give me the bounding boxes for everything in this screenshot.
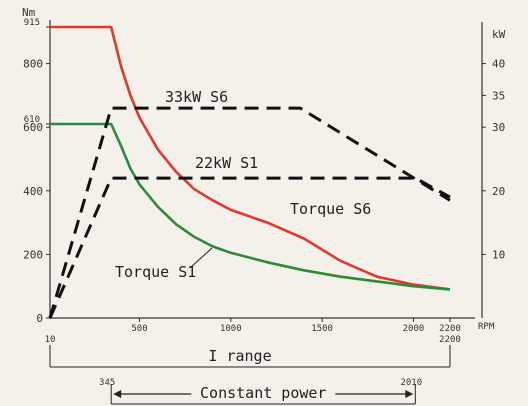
right-tick-label: 20 bbox=[492, 185, 505, 198]
x-tick-label: 2000 bbox=[403, 324, 425, 334]
series-label-22kw-s1: 22kW S1 bbox=[195, 154, 258, 172]
x-tick-label: 1500 bbox=[311, 324, 333, 334]
constant-power-start-label: 345 bbox=[99, 378, 115, 388]
left-tick-label: 0 bbox=[36, 312, 43, 325]
series-line-33kw-s6 bbox=[48, 106, 451, 319]
right-tick-label: 10 bbox=[492, 248, 505, 261]
series-label-torque-s1: Torque S1 bbox=[115, 263, 196, 281]
right-tick-label: 35 bbox=[492, 89, 505, 102]
i-range-label: I range bbox=[208, 347, 271, 365]
right-axis-unit: kW bbox=[492, 28, 506, 41]
constant-power-end-label: 2010 bbox=[400, 378, 422, 388]
i-range-start-label: 10 bbox=[45, 335, 56, 345]
series-layer bbox=[48, 25, 451, 319]
left-tick-label: 200 bbox=[23, 248, 43, 261]
series-label-torque-s6: Torque S6 bbox=[290, 200, 371, 218]
left-extra-tick-label: 610 bbox=[24, 115, 40, 125]
x-tick-label: 1000 bbox=[220, 324, 242, 334]
axes: Nm kW RPM 0 200 400 600 800 610 915 10 20 30 35 40 500 1… bbox=[22, 6, 506, 334]
x-tick-label: 500 bbox=[131, 324, 147, 334]
x-tick-label: 2200 bbox=[439, 324, 461, 334]
x-axis-unit: RPM bbox=[478, 322, 495, 332]
left-tick-label: 600 bbox=[23, 121, 43, 134]
left-tick-label: 400 bbox=[23, 185, 43, 198]
constant-power-label: Constant power bbox=[200, 384, 326, 402]
constant-power-right-arrowhead bbox=[405, 390, 414, 398]
left-tick-label: 800 bbox=[23, 58, 43, 71]
constant-power-left-arrowhead bbox=[113, 390, 122, 398]
series-label-33kw-s6: 33kW S6 bbox=[165, 88, 228, 106]
right-tick-label: 40 bbox=[492, 58, 505, 71]
i-range-end-label: 2200 bbox=[439, 335, 461, 345]
left-extra-tick-label: 915 bbox=[24, 18, 40, 28]
right-tick-label: 30 bbox=[492, 121, 505, 134]
ranges-layer: 10 2200 I range 345 2010 Constant power bbox=[45, 335, 461, 405]
series-line-22kw-s1 bbox=[48, 176, 451, 319]
series-line-torque-s1 bbox=[50, 122, 451, 291]
labels-layer: Torque S6 Torque S1 33kW S6 22kW S1 bbox=[115, 88, 371, 281]
left-axis-unit: Nm bbox=[22, 6, 36, 19]
series-line-torque-s6 bbox=[50, 25, 451, 291]
torque-s1-leader bbox=[189, 247, 213, 269]
